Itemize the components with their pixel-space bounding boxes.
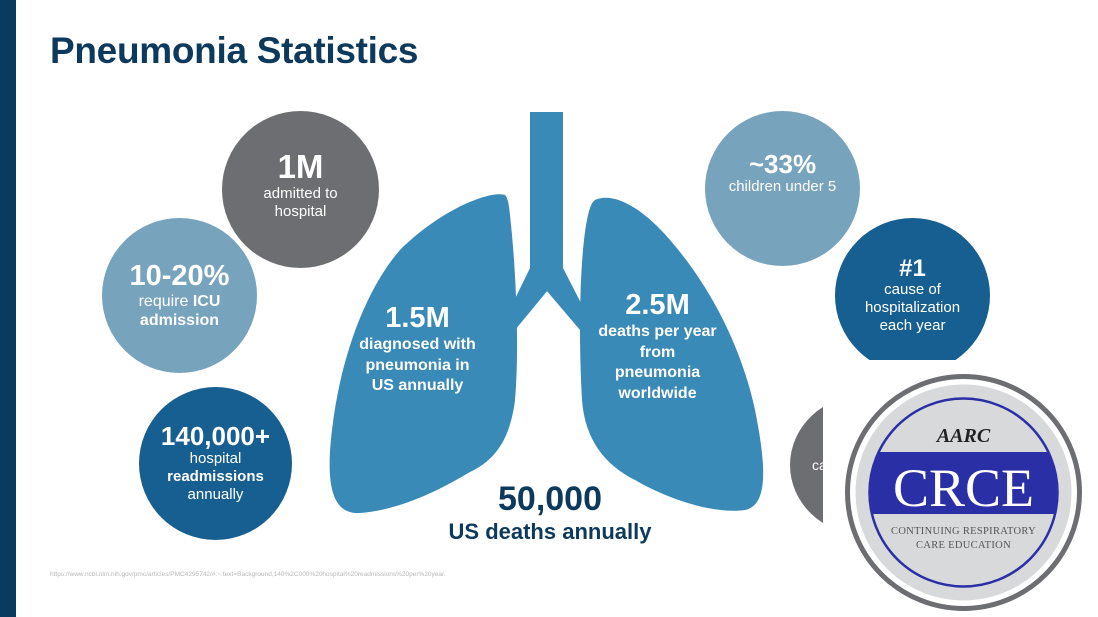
stat-label-line: hospital xyxy=(274,202,327,220)
logo-line1: Continuing Respiratory xyxy=(891,526,1036,537)
stat-label-line: annually xyxy=(187,486,244,504)
logo-line2: Care Education xyxy=(916,540,1011,551)
slide-title: Pneumonia Statistics xyxy=(50,30,419,71)
stat-label-line: pneumonia in xyxy=(365,356,470,374)
left-accent-bar xyxy=(0,0,16,617)
stat-label-line: hospitalization xyxy=(864,299,961,317)
stat-label-line: readmissions xyxy=(167,468,264,486)
stat-value: 50,000 xyxy=(498,480,602,518)
stat-label-line: from xyxy=(639,343,676,361)
stat-label-bold: ICU xyxy=(192,292,221,310)
stat-label: US deaths annually xyxy=(448,519,652,545)
crce-logo: CRCE AARC Continuing Respiratory Care Ed… xyxy=(845,374,1082,611)
stat-value: 140,000+ xyxy=(160,420,271,451)
stat-circle-rank: #1 cause of hospitalization each year xyxy=(835,218,990,373)
us-deaths-stat: 50,000 US deaths annually xyxy=(420,480,680,545)
stat-value: ~33% xyxy=(748,148,817,179)
stat-label-bold: readmissions xyxy=(167,468,264,486)
stat-label-bold: admission xyxy=(139,311,220,329)
stat-label-line: require ICU xyxy=(139,292,221,311)
stat-label-line: admitted to xyxy=(263,184,338,202)
stat-circle-readmissions: 140,000+ hospital readmissions annually xyxy=(139,387,292,540)
stat-value: 1M xyxy=(277,148,324,186)
stat-value: 2.5M xyxy=(625,289,690,321)
lung-left-stat: 1.5M diagnosed with pneumonia in US annu… xyxy=(345,302,490,397)
stat-label-line: each year xyxy=(879,317,946,335)
stat-label-line: admission xyxy=(140,311,219,330)
logo-main-text: CRCE xyxy=(893,458,1034,518)
stat-label-line: diagnosed with xyxy=(359,335,476,353)
stat-label-line: cause of xyxy=(884,281,941,299)
stat-label-line: pneumonia xyxy=(614,364,701,382)
stat-circle-admitted: 1M admitted to hospital xyxy=(222,111,379,268)
stat-label-line: children under 5 xyxy=(728,178,837,196)
stat-label-line: deaths per year xyxy=(598,322,717,340)
stat-value: #1 xyxy=(899,254,926,282)
stat-label-line: hospital xyxy=(189,450,242,468)
source-link[interactable]: https://www.ncbi.nlm.nih.gov/pmc/article… xyxy=(50,571,446,578)
stat-value: 1.5M xyxy=(385,302,450,334)
aarc-icon: AARC xyxy=(935,425,991,447)
stat-value: 10-20% xyxy=(129,260,230,293)
stat-circle-children: ~33% children under 5 xyxy=(705,111,860,266)
stat-label-text: require xyxy=(138,292,193,310)
stat-label-line: worldwide xyxy=(618,385,697,403)
lung-right-stat: 2.5M deaths per year from pneumonia worl… xyxy=(585,289,730,405)
stat-label-line: US annually xyxy=(371,377,464,395)
stat-circle-icu: 10-20% require ICU admission xyxy=(102,218,257,373)
